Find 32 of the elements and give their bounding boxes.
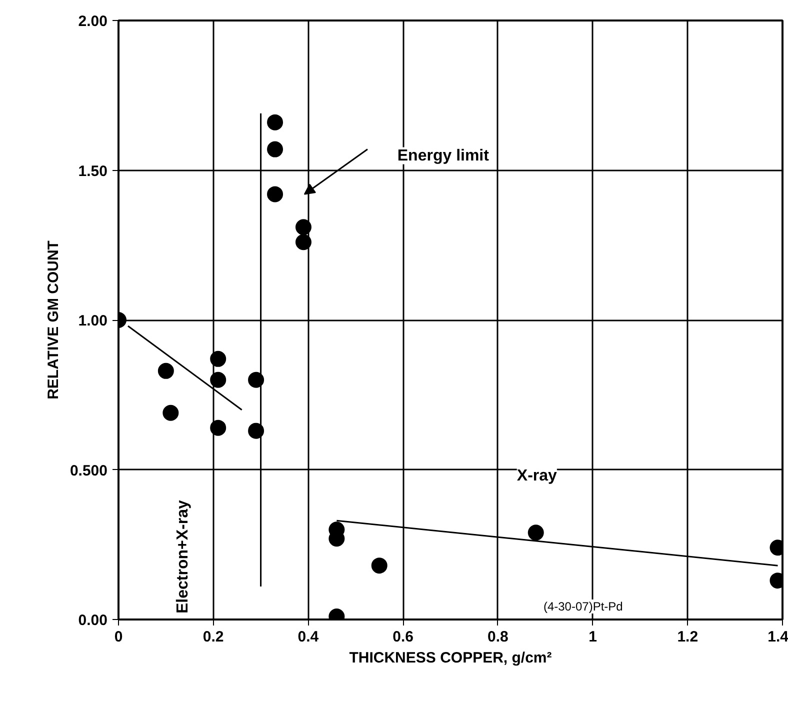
point — [210, 420, 226, 436]
y-tick-label: 1.00 — [78, 312, 108, 330]
annotation: Electron+X-ray — [174, 500, 192, 614]
point — [248, 422, 264, 439]
x-axis-title: THICKNESS COPPER, g/cm² — [349, 650, 552, 666]
point — [267, 114, 284, 130]
x-tick-label: 1.2 — [677, 628, 698, 646]
point — [248, 372, 264, 388]
point — [162, 404, 179, 421]
point — [295, 219, 312, 236]
x-tick-label: 0 — [114, 628, 123, 646]
point — [371, 558, 388, 574]
annotation: X-ray — [516, 468, 558, 485]
x-tick-label: 0.8 — [488, 628, 508, 646]
y-tick-label: 2.00 — [78, 13, 108, 30]
point — [158, 362, 174, 379]
y-axis-title: RELATIVE GM COUNT — [44, 240, 62, 400]
y-tick-label: 0.00 — [78, 612, 108, 629]
point — [267, 186, 284, 202]
annotation: (4-30-07)Pt-Pd — [543, 600, 623, 614]
point — [210, 350, 226, 367]
point — [210, 372, 226, 388]
x-tick-label: 0.4 — [298, 628, 320, 646]
point — [528, 524, 544, 541]
x-tick-label: 1 — [588, 628, 597, 646]
x-tick-label: 0.2 — [202, 628, 224, 646]
annotation: Energy limit — [397, 147, 490, 164]
point — [295, 234, 312, 250]
x-tick-label: 0.6 — [392, 628, 414, 646]
point — [267, 141, 284, 158]
y-tick-label: 0.500 — [70, 462, 108, 480]
y-tick-label: 1.50 — [78, 162, 108, 180]
